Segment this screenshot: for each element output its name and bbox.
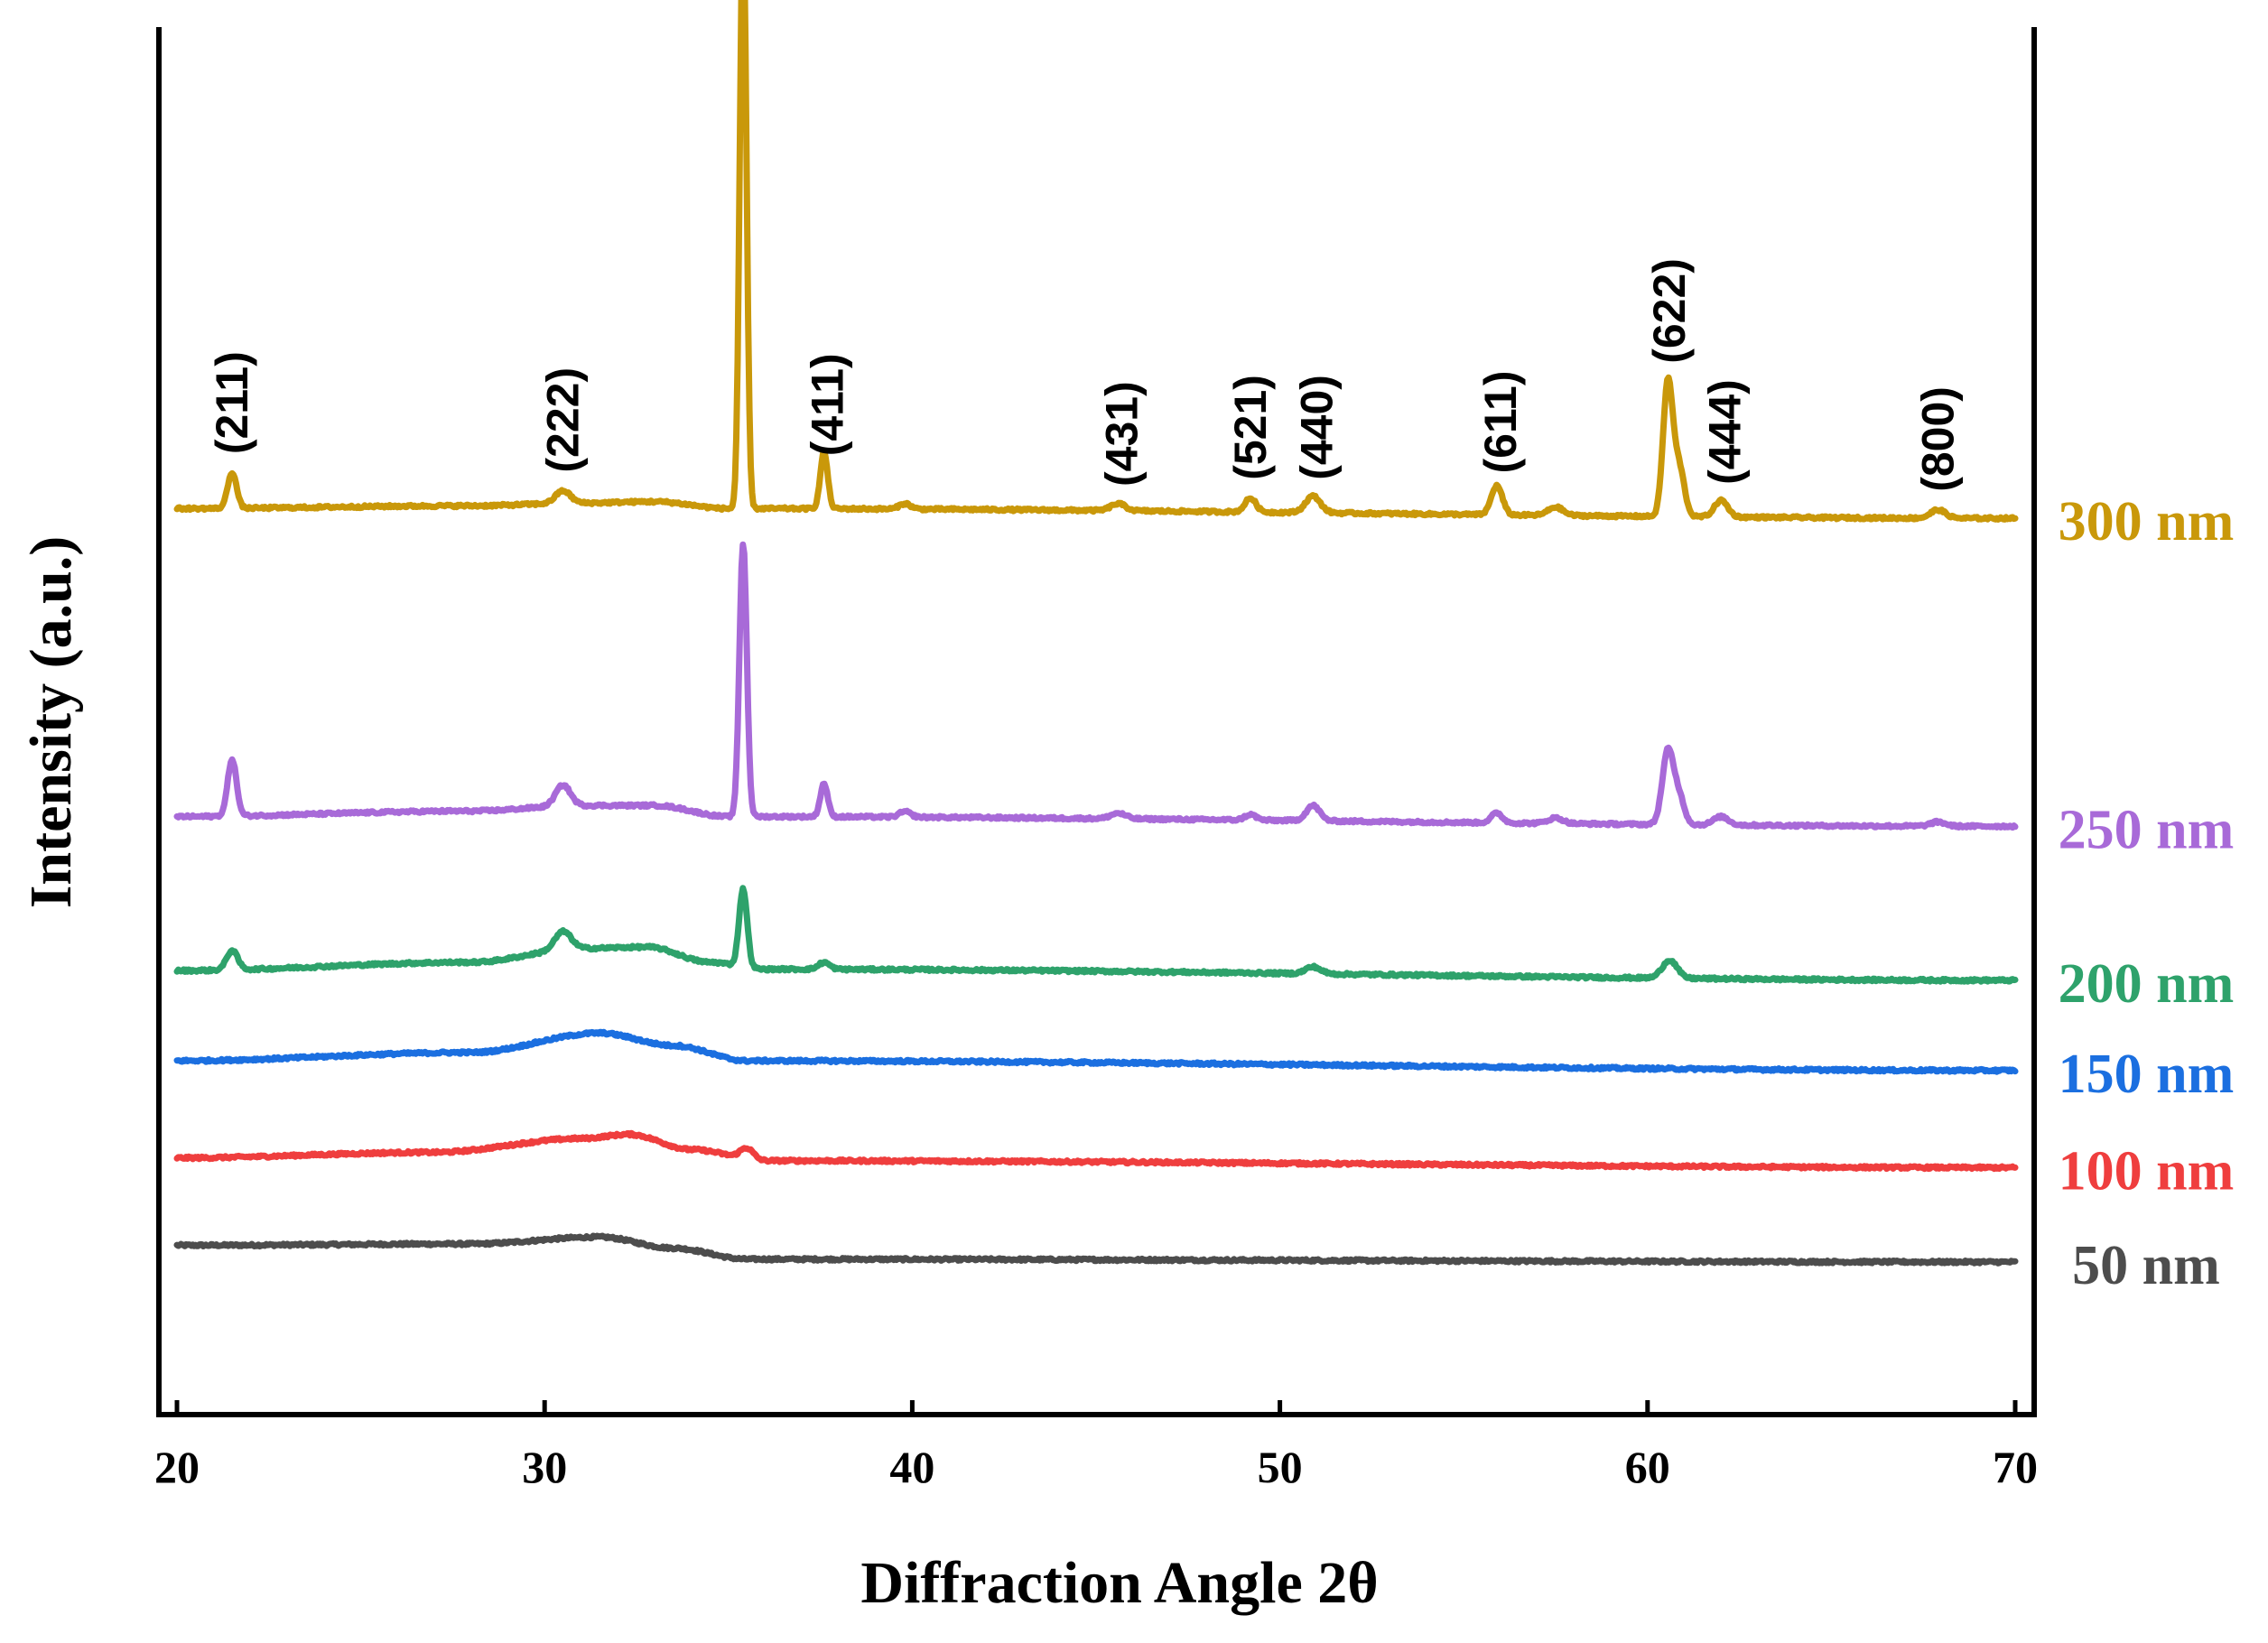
- x-tick-label-30: 30: [522, 1442, 567, 1492]
- x-tick-label-40: 40: [889, 1442, 934, 1492]
- x-tick-label-60: 60: [1625, 1442, 1670, 1492]
- series-label-200-nm: 200 nm: [2059, 953, 2235, 1015]
- peak-label-622: (622): [1644, 258, 1695, 364]
- y-axis-title: Intensity (a.u.): [18, 536, 84, 909]
- peak-label-222: (222): [538, 367, 589, 473]
- peak-label-521: (521): [1225, 375, 1276, 480]
- peak-label-layer: (211)(222)(400)(411)(431)(521)(440)(611)…: [207, 258, 1964, 492]
- peak-label-440: (440): [1291, 375, 1342, 480]
- trace-layer: [173, 0, 2019, 1267]
- legend: 50 nm 100 nm 150 nm 200 nm 250 nm 300 nm: [2059, 491, 2235, 1296]
- peak-label-800: (800): [1913, 386, 1964, 492]
- series-line-100-nm: [173, 1129, 2019, 1173]
- series-label-250-nm: 250 nm: [2059, 799, 2235, 860]
- series-label-150-nm: 150 nm: [2059, 1044, 2235, 1105]
- series-line-250-nm: [173, 541, 2019, 831]
- series-label-300-nm: 300 nm: [2059, 491, 2235, 552]
- peak-label-411: (411): [803, 353, 853, 456]
- series-line-50-nm: [173, 1232, 2019, 1267]
- series-line-300-nm: [173, 0, 2019, 523]
- peak-label-211: (211): [207, 351, 257, 454]
- x-tick-label-20: 20: [154, 1442, 200, 1492]
- series-line-200-nm: [173, 885, 2019, 985]
- x-axis-ticks: 20 30 40 50 60 70: [154, 1400, 2038, 1492]
- peak-label-611: (611): [1475, 371, 1526, 474]
- peak-label-431: (431): [1097, 381, 1148, 487]
- x-tick-label-70: 70: [1993, 1442, 2038, 1492]
- peak-label-444: (444): [1699, 379, 1750, 485]
- series-line-150-nm: [173, 1028, 2019, 1075]
- x-axis-title: Diffraction Angle 2θ: [860, 1550, 1378, 1616]
- series-label-50-nm: 50 nm: [2072, 1235, 2220, 1296]
- series-label-100-nm: 100 nm: [2059, 1140, 2235, 1202]
- x-tick-label-50: 50: [1258, 1442, 1303, 1492]
